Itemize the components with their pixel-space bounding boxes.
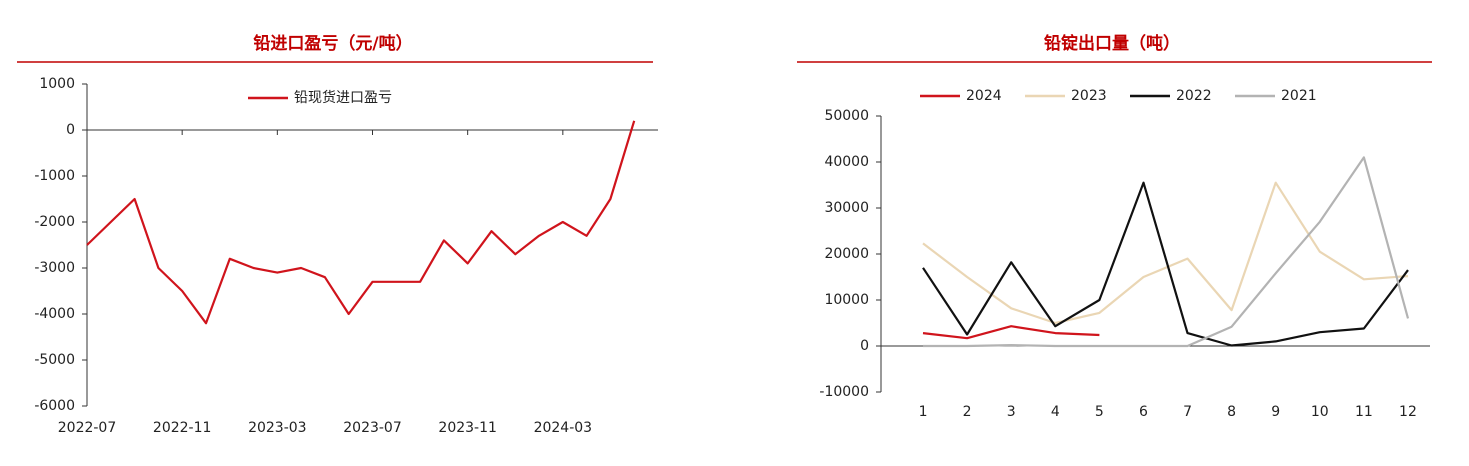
x-tick-label: 12 — [1399, 404, 1417, 420]
legend-label: 2022 — [1176, 88, 1212, 104]
legend-label: 铅现货进口盈亏 — [294, 89, 392, 106]
y-tick-label: 40000 — [824, 154, 869, 170]
x-tick-label: 8 — [1227, 404, 1236, 420]
y-tick-label: 1000 — [39, 76, 75, 92]
series-line — [86, 120, 636, 325]
x-tick-label: 2022-11 — [153, 420, 212, 436]
y-tick-label: 0 — [860, 338, 869, 354]
x-tick-label: 9 — [1271, 404, 1280, 420]
legend-label: 2021 — [1281, 88, 1317, 104]
y-tick-label: -6000 — [34, 398, 75, 414]
y-tick-label: 10000 — [824, 292, 869, 308]
y-tick-label: 50000 — [824, 108, 869, 124]
y-tick-label: -1000 — [34, 168, 75, 184]
x-tick-label: 2023-03 — [248, 420, 307, 436]
y-tick-label: -3000 — [34, 260, 75, 276]
legend-label: 2024 — [966, 88, 1002, 104]
x-tick-label: 2023-11 — [438, 420, 497, 436]
x-tick-label: 7 — [1183, 404, 1192, 420]
x-tick-label: 2023-07 — [343, 420, 402, 436]
x-tick-label: 4 — [1051, 404, 1060, 420]
x-tick-label: 3 — [1007, 404, 1016, 420]
series-line — [922, 325, 1100, 340]
series-line — [923, 156, 1410, 348]
x-tick-label: 10 — [1311, 404, 1329, 420]
x-tick-label: 6 — [1139, 404, 1148, 420]
y-tick-label: 20000 — [824, 246, 869, 262]
y-tick-label: -4000 — [34, 306, 75, 322]
x-tick-label: 11 — [1355, 404, 1373, 420]
x-tick-label: 2 — [963, 404, 972, 420]
x-tick-label: 1 — [919, 404, 928, 420]
chart-title: 铅锭出口量（吨） — [1044, 33, 1180, 54]
x-tick-label: 2024-03 — [534, 420, 593, 436]
x-tick-label: 2022-07 — [58, 420, 117, 436]
y-tick-label: 30000 — [824, 200, 869, 216]
legend-label: 2023 — [1071, 88, 1107, 104]
y-tick-label: 0 — [66, 122, 75, 138]
x-tick-label: 5 — [1095, 404, 1104, 420]
y-tick-label: -5000 — [34, 352, 75, 368]
y-tick-label: -2000 — [34, 214, 75, 230]
chart-title: 铅进口盈亏（元/吨） — [253, 33, 412, 54]
series-line — [922, 181, 1409, 325]
series-line — [922, 181, 1409, 347]
y-tick-label: -10000 — [819, 384, 869, 400]
